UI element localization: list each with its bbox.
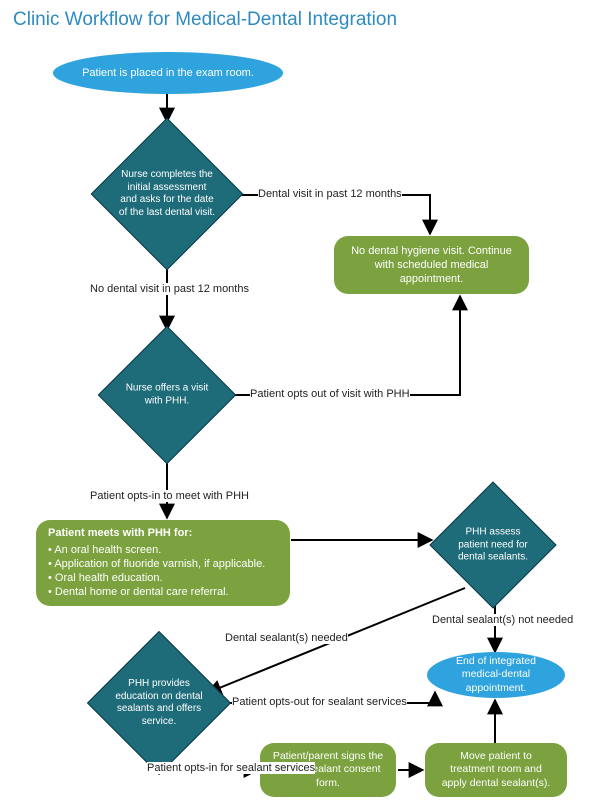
node-meet-items: An oral health screen. Application of fl… <box>48 543 265 600</box>
node-end: End of integrated medical-dental appoint… <box>427 652 565 698</box>
node-education-label: PHH provides education on dental sealant… <box>113 678 205 728</box>
edge-no-recent-visit: No dental visit in past 12 months <box>90 283 249 295</box>
node-move: Move patient to treatment room and apply… <box>425 743 567 797</box>
edge-seal-needed: Dental sealant(s) needed <box>225 632 348 644</box>
node-meet-item: Oral health education. <box>48 571 265 585</box>
node-assess-label: Nurse completes the initial assessment a… <box>118 169 215 219</box>
flowchart-canvas: Clinic Workflow for Medical-Dental Integ… <box>0 0 601 804</box>
node-start-label: Patient is placed in the exam room. <box>82 66 254 80</box>
edge-opt-out-phh: Patient opts out of visit with PHH <box>250 388 410 400</box>
node-meet-item: An oral health screen. <box>48 543 265 557</box>
node-move-label: Move patient to treatment room and apply… <box>437 750 555 791</box>
node-assess-sealants-label: PHH assess patient need for dental seala… <box>453 526 534 564</box>
node-end-label: End of integrated medical-dental appoint… <box>441 655 551 696</box>
node-no-hygiene: No dental hygiene visit. Continue with s… <box>334 236 529 294</box>
edge-recent-visit: Dental visit in past 12 months <box>258 188 402 200</box>
node-meet-item: Dental home or dental care referral. <box>48 585 265 599</box>
edge-opt-in-phh: Patient opts-in to meet with PHH <box>90 490 249 502</box>
node-start: Patient is placed in the exam room. <box>53 52 283 94</box>
node-meet-phh: Patient meets with PHH for: An oral heal… <box>36 520 290 606</box>
node-offer-label: Nurse offers a visit with PHH. <box>123 383 211 408</box>
node-no-hygiene-label: No dental hygiene visit. Continue with s… <box>346 244 517 287</box>
node-meet-title: Patient meets with PHH for: <box>48 526 265 540</box>
node-meet-item: Application of fluoride varnish, if appl… <box>48 557 265 571</box>
node-offer: Nurse offers a visit with PHH. <box>118 346 216 444</box>
node-education: PHH provides education on dental sealant… <box>108 652 210 754</box>
page-title: Clinic Workflow for Medical-Dental Integ… <box>13 9 397 31</box>
edge-opt-out-seal: Patient opts-out for sealant services <box>232 696 407 708</box>
edge-opt-in-seal: Patient opts-in for sealant services <box>147 762 315 774</box>
edge-seal-not-needed: Dental sealant(s) not needed <box>432 614 573 626</box>
node-assess: Nurse completes the initial assessment a… <box>113 140 221 248</box>
node-assess-sealants: PHH assess patient need for dental seala… <box>448 500 538 590</box>
